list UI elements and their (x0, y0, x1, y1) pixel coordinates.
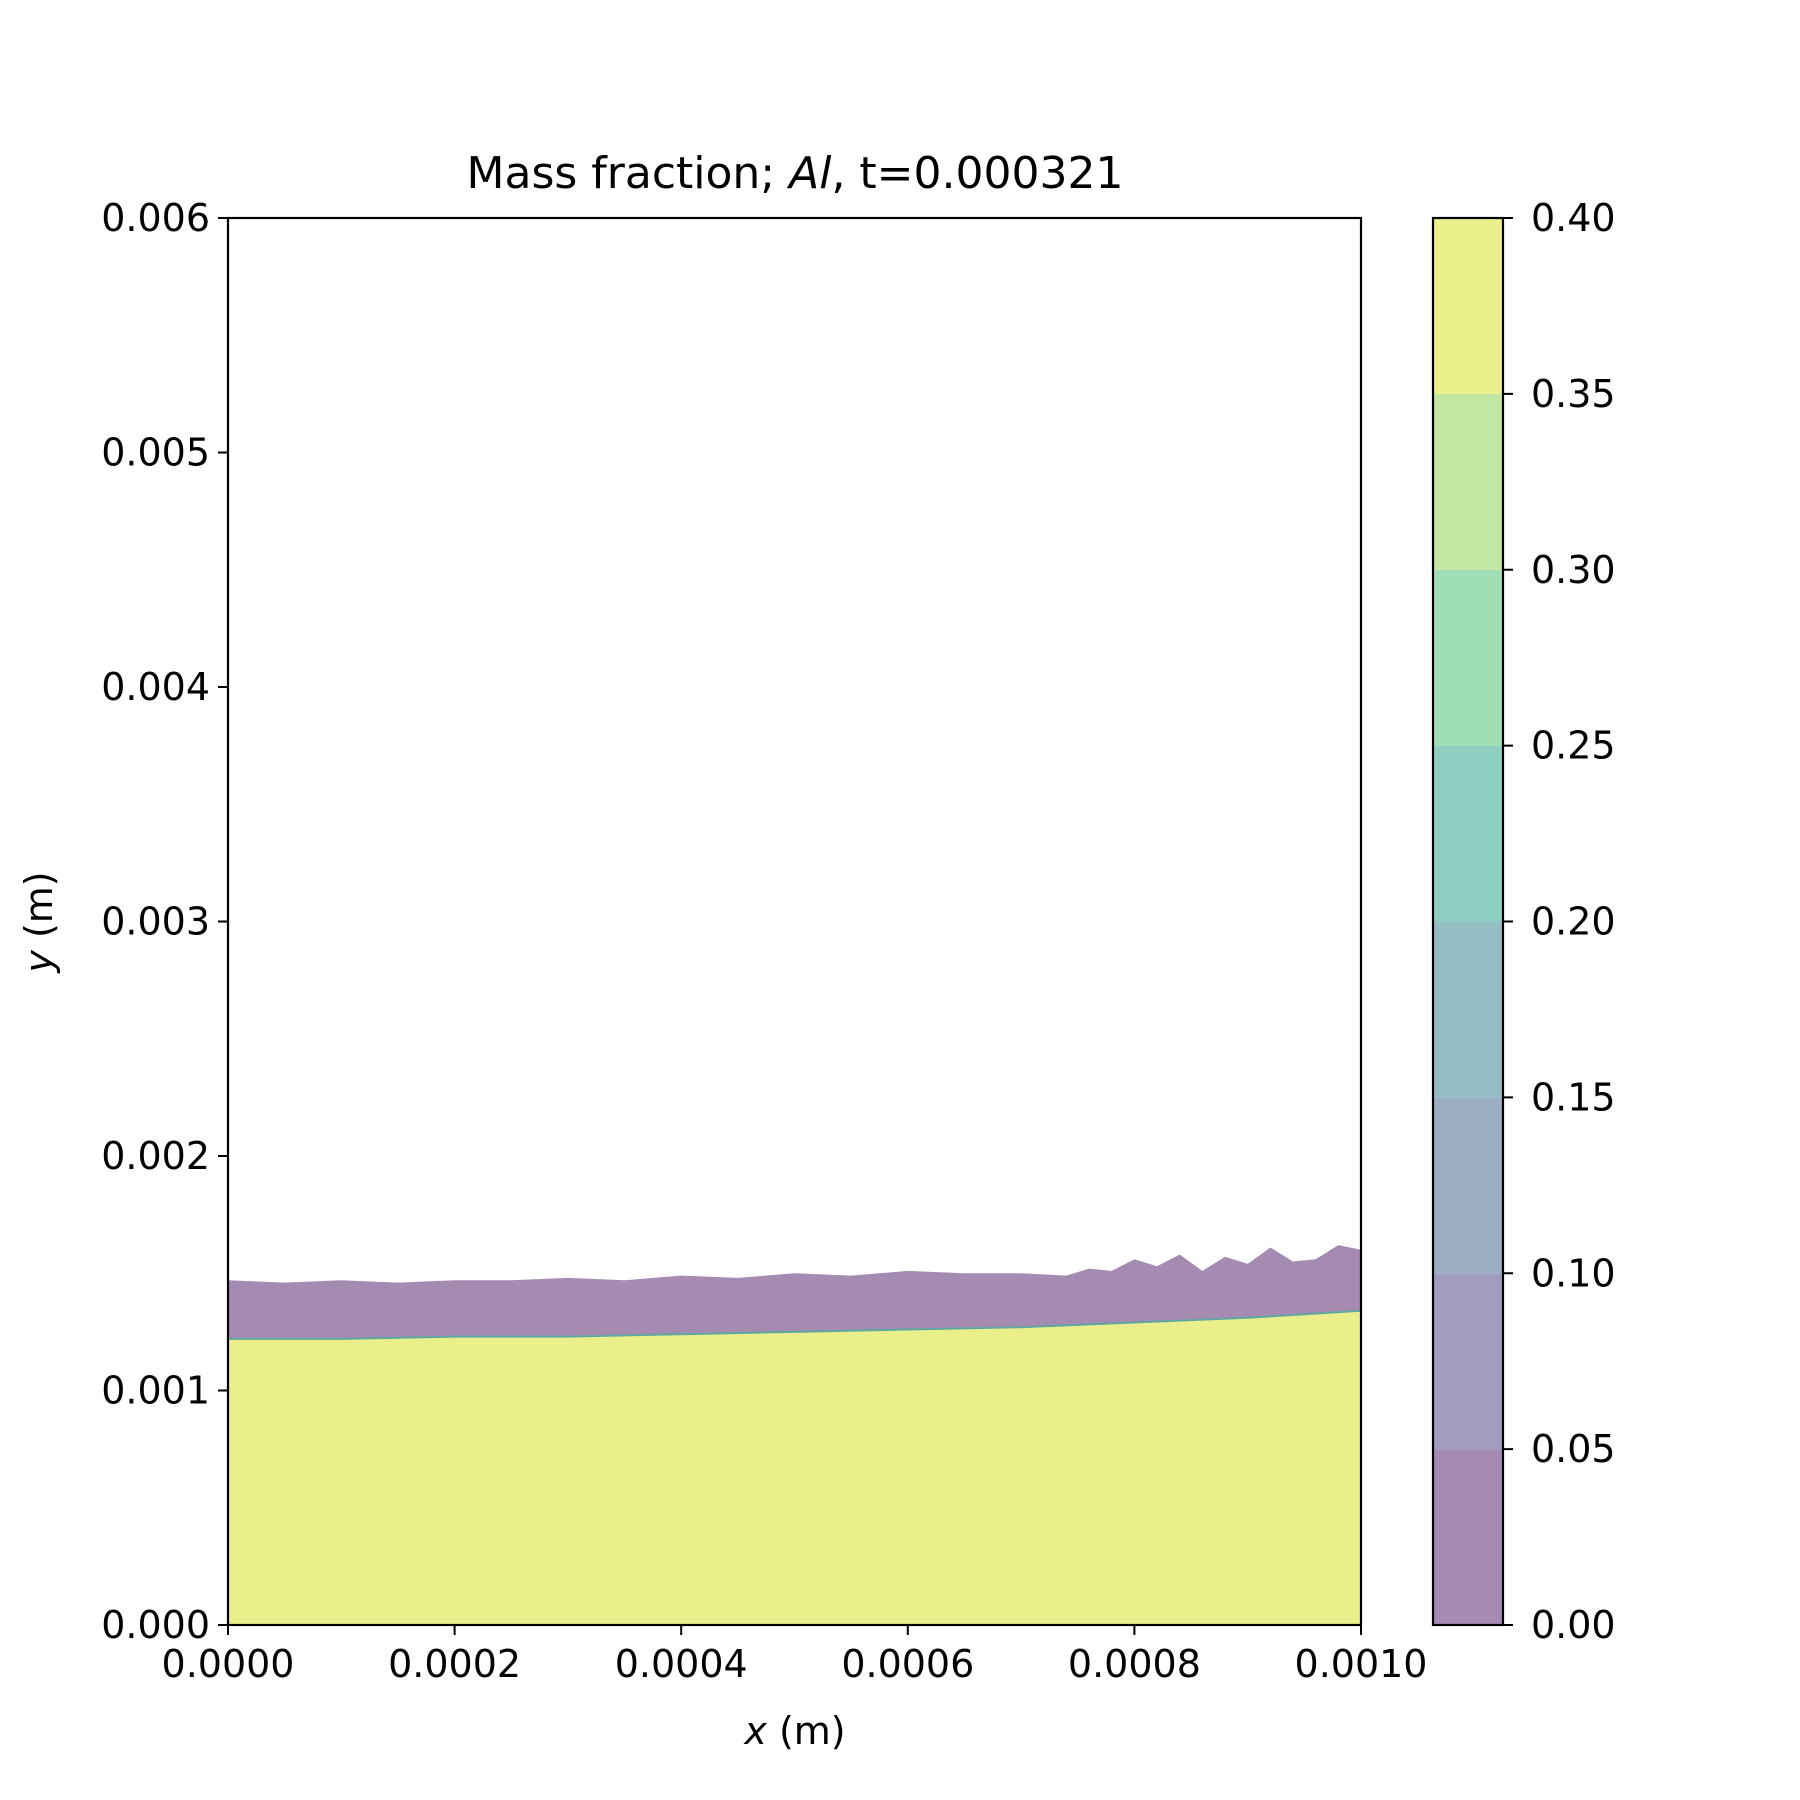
y-tick-label: 0.005 (101, 431, 210, 475)
y-tick-label: 0.006 (101, 196, 210, 240)
y-tick-label: 0.002 (101, 1134, 210, 1178)
x-tick-label: 0.0004 (615, 1642, 748, 1686)
colorbar-band (1433, 745, 1503, 922)
x-tick-label: 0.0006 (841, 1642, 974, 1686)
interface-line (228, 1309, 1362, 1340)
colorbar-tick-label: 0.40 (1531, 196, 1616, 240)
colorbar-band (1433, 1449, 1503, 1625)
x-tick-label: 0.0010 (1295, 1642, 1428, 1686)
y-tick-label: 0.000 (101, 1603, 210, 1647)
x-tick-label: 0.0000 (162, 1642, 295, 1686)
y-tick-label: 0.004 (101, 665, 210, 709)
plot-area (226, 216, 1363, 1627)
colorbar-tick-label: 0.05 (1531, 1427, 1616, 1471)
colorbar-band (1433, 569, 1503, 746)
contour-regions (228, 1245, 1362, 1625)
colorbar-tick-label: 0.20 (1531, 900, 1616, 944)
colorbar: 0.00 0.05 0.10 0.15 0.20 0.25 0.30 0.35 0.40 (1431, 196, 1616, 1647)
colorbar-tick-label: 0.15 (1531, 1075, 1616, 1119)
y-tick-label: 0.001 (101, 1369, 210, 1413)
colorbar-tick-label: 0.25 (1531, 724, 1616, 768)
colorbar-tick-label: 0.00 (1531, 1603, 1616, 1647)
y-axis-ticks: 0.000 0.001 0.002 0.003 0.004 0.005 0.006 (101, 196, 228, 1647)
region-al-rich-layer (228, 1310, 1361, 1625)
region-al-poor-layer (228, 1245, 1361, 1339)
colorbar-band (1433, 1097, 1503, 1274)
colorbar-tick-label: 0.10 (1531, 1251, 1616, 1295)
colorbar-band (1433, 1273, 1503, 1450)
y-axis-label: y (m) (17, 871, 61, 973)
colorbar-ticks: 0.00 0.05 0.10 0.15 0.20 0.25 0.30 0.35 0.40 (1503, 196, 1616, 1647)
colorbar-band (1433, 921, 1503, 1098)
x-tick-label: 0.0008 (1068, 1642, 1201, 1686)
y-tick-label: 0.003 (101, 900, 210, 944)
colorbar-band (1433, 218, 1503, 394)
colorbar-band (1433, 393, 1503, 570)
colorbar-bands (1433, 218, 1503, 1625)
colorbar-tick-label: 0.35 (1531, 372, 1616, 416)
colorbar-tick-label: 0.30 (1531, 548, 1616, 592)
x-axis-ticks: 0.0000 0.0002 0.0004 0.0006 0.0008 0.0010 (162, 1625, 1428, 1686)
chart-title: Mass fraction; Al, t=0.000321 (467, 148, 1124, 199)
x-tick-label: 0.0002 (388, 1642, 521, 1686)
x-axis-label: x (m) (743, 1709, 845, 1753)
